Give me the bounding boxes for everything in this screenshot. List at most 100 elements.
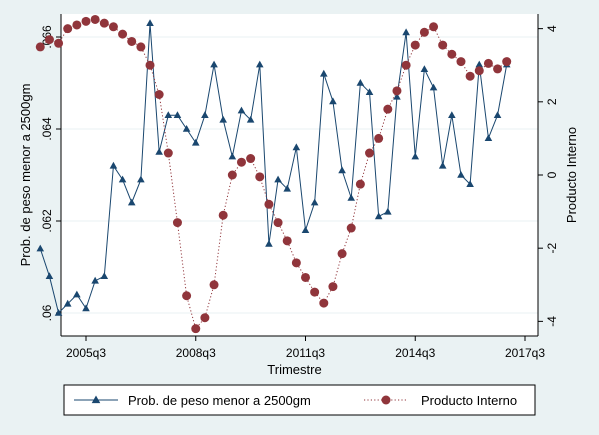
series-prob-point [274,175,282,183]
series-producto-point [502,57,512,67]
series-producto-point [99,18,109,28]
series-prob-point [219,115,227,123]
series-producto-point [218,210,228,220]
legend: Prob. de peso menor a 2500gm Producto Int… [63,384,536,416]
x-tick-label: 2005q3 [66,346,106,360]
legend-box [63,384,536,416]
series-prob-point [493,111,502,118]
x-axis-title: Trimestre [267,362,321,377]
series-producto-point [154,90,164,99]
series-prob-point [310,198,319,206]
series-prob-point [210,60,218,68]
series-producto-point [172,218,182,228]
series-prob-point [54,309,63,316]
y-left-tick-label: .062 [40,209,54,233]
series-prob-point [411,152,420,160]
axes: .06.062.064.066-4-20242005q32008q32011q3… [40,14,559,360]
series-producto-point [337,249,347,259]
series-producto-point [236,157,246,167]
series-producto-point [35,42,45,52]
series-producto-point [319,298,329,308]
series-prob-point [36,244,45,252]
grid-lines [61,36,538,314]
series-producto-point [346,223,356,233]
series-prob-point [338,166,346,174]
series-producto-point [410,40,420,50]
series-prob-point [109,161,118,169]
y-right-tick-label: -4 [545,316,559,327]
series-producto-point [328,282,338,292]
series-prob-point [448,111,456,118]
y-axis-right-title: Producto Interno [564,127,579,223]
series-prob-point [100,272,109,279]
x-tick-label: 2014q3 [395,346,435,360]
legend-prob-marker [91,395,101,404]
series-producto-point [493,64,503,74]
series-producto-point [282,236,292,246]
series-producto-point [291,258,301,268]
y-right-tick-label: 4 [545,25,559,32]
series-producto-point [401,60,411,70]
series-prob-point [265,240,273,247]
series-producto-point [374,133,384,143]
series-prob-point [155,148,163,155]
series-producto-point [301,272,310,282]
series-prob-point [402,28,410,36]
series-producto-point [81,16,91,26]
series-producto-point [419,27,429,37]
series-prob-point [484,134,493,141]
series-producto-point [483,58,493,68]
series-prob-point [475,60,484,68]
series-producto-point [227,170,237,180]
series-prob-point [255,60,264,68]
legend-prob-label: Prob. de peso menor a 2500gm [128,393,311,408]
series-prob-point [283,184,292,192]
series-producto-point [465,71,475,81]
x-tick-label: 2008q3 [176,346,216,360]
series-producto-point [383,104,393,114]
series-producto-line [39,18,508,330]
series-prob-line [39,23,508,314]
series-producto-point [200,313,210,323]
series-producto-point [108,22,118,32]
series-producto-point [90,14,100,24]
series-producto-point [118,29,128,39]
series-prob-point [384,207,392,215]
series-producto-point [182,291,192,301]
series-prob-point [118,175,127,183]
series-prob-point [91,276,99,284]
series-prob-point [466,180,474,187]
series-producto-point [72,20,82,30]
series-producto-point [127,36,137,46]
series-prob-point [137,175,145,183]
legend-producto-marker [381,395,391,405]
series-layer [35,14,512,334]
y-left-tick-label: .06 [40,304,54,321]
y-axis-left-title: Prob. de peso menor a 2500gm [18,84,33,267]
series-producto-point [365,148,375,158]
series-prob-point [63,299,72,307]
series-prob-point [319,69,328,77]
series-prob-point [146,19,154,26]
series-prob-point [246,115,255,123]
series-prob-point [356,79,365,86]
series-prob-point [438,161,447,169]
series-producto-point [355,179,365,189]
series-prob-point [347,194,356,201]
series-producto-point [392,86,402,96]
series-prob-point [45,272,54,279]
series-prob-point [73,290,81,298]
series-producto-point [246,154,256,164]
series-producto-point [456,57,466,67]
series-producto-point [136,42,146,52]
x-tick-label: 2017q3 [505,346,545,360]
series-prob-point [173,111,182,118]
series-producto-point [145,60,155,70]
series-prob-point [182,125,191,132]
series-producto-point [209,280,219,290]
series-prob-point [191,138,200,146]
series-producto-point [447,49,457,59]
series-producto-point [44,35,54,45]
series-prob-point [429,83,438,91]
